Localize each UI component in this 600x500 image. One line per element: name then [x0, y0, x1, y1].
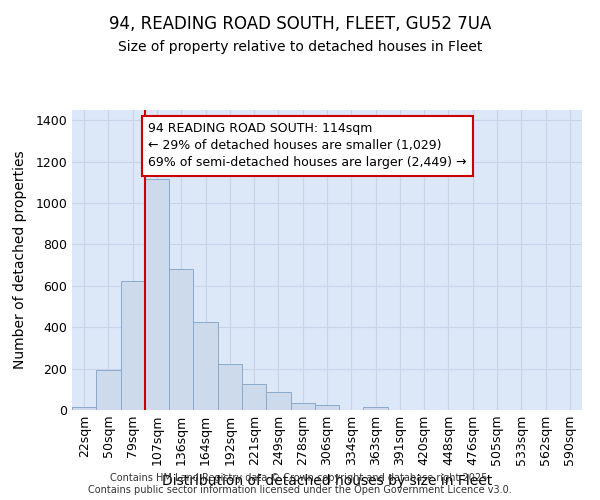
Bar: [72, 407, 96, 410]
Text: 94, READING ROAD SOUTH, FLEET, GU52 7UA: 94, READING ROAD SOUTH, FLEET, GU52 7UA: [109, 15, 491, 33]
Text: 94 READING ROAD SOUTH: 114sqm
← 29% of detached houses are smaller (1,029)
69% o: 94 READING ROAD SOUTH: 114sqm ← 29% of d…: [149, 122, 467, 170]
Bar: [315, 405, 339, 410]
Bar: [96, 370, 121, 410]
Text: Contains HM Land Registry data © Crown copyright and database right 2025.
Contai: Contains HM Land Registry data © Crown c…: [88, 474, 512, 495]
Bar: [121, 280, 145, 410]
Bar: [193, 322, 218, 410]
Bar: [145, 180, 169, 410]
Text: Size of property relative to detached houses in Fleet: Size of property relative to detached ho…: [118, 40, 482, 54]
Bar: [169, 270, 193, 410]
Bar: [242, 384, 266, 410]
Bar: [266, 392, 290, 410]
X-axis label: Distribution of detached houses by size in Fleet: Distribution of detached houses by size …: [162, 474, 492, 488]
Bar: [218, 364, 242, 410]
Bar: [364, 407, 388, 410]
Bar: [290, 403, 315, 410]
Y-axis label: Number of detached properties: Number of detached properties: [13, 150, 27, 370]
